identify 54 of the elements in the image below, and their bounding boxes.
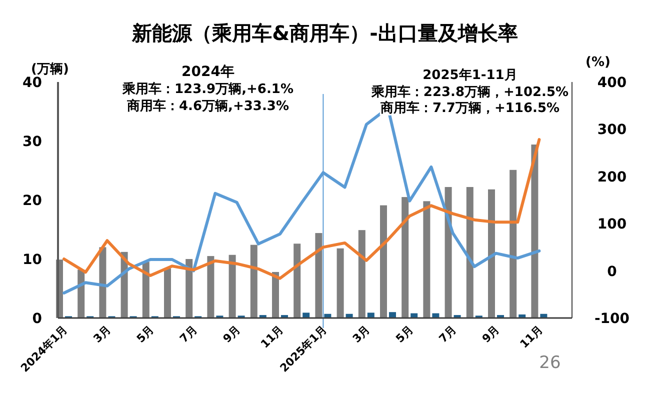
x-tick-label: 7月 xyxy=(177,322,200,346)
bar xyxy=(367,312,374,318)
bar xyxy=(336,248,344,318)
bar xyxy=(207,256,214,318)
bar xyxy=(250,244,258,318)
annotation: 2025年1-11月 xyxy=(422,68,518,83)
bar xyxy=(164,268,171,318)
y2-tick-label: -100 xyxy=(594,311,630,327)
annotation: 商用车：4.6万辆,+33.3% xyxy=(126,98,289,114)
x-tick-label: 9月 xyxy=(220,322,243,346)
text: 26 xyxy=(539,353,561,373)
x-tick-label: 3月 xyxy=(90,322,114,346)
y-tick-label: 20 xyxy=(22,193,42,209)
bar xyxy=(142,262,150,318)
y2-tick-label: 200 xyxy=(597,169,627,186)
chart-title: 新能源（乘用车&商用车）-出口量及增长率 xyxy=(131,21,518,45)
x-tick-label: 9月 xyxy=(480,322,502,346)
text: 2024年 xyxy=(182,64,234,80)
annotation: 乘用车：223.8万辆，+102.5% xyxy=(370,84,569,100)
y2-tick-label: 0 xyxy=(607,264,618,280)
bar xyxy=(488,189,495,318)
x-tick-label: 5月 xyxy=(393,322,416,346)
bar xyxy=(302,312,310,318)
bar xyxy=(402,197,409,318)
bar xyxy=(228,254,236,318)
x-tick-label: 11月 xyxy=(518,322,546,351)
bar xyxy=(294,244,301,318)
bar xyxy=(389,312,396,318)
y-axis-title: (万辆) xyxy=(31,62,69,77)
y2-tick-label: 400 xyxy=(597,75,627,91)
bar xyxy=(315,233,322,318)
bar xyxy=(466,187,474,318)
x-tick-label: 5月 xyxy=(134,322,157,346)
y2-axis-title: (%) xyxy=(586,55,610,70)
y2-tick-label: 300 xyxy=(597,122,627,138)
x-tick-label: 11月 xyxy=(258,322,286,351)
bar xyxy=(99,247,106,318)
x-tick-label: 3月 xyxy=(350,322,373,346)
bar xyxy=(531,144,538,318)
bar xyxy=(423,201,430,318)
bar xyxy=(380,205,387,318)
bar xyxy=(186,259,193,318)
annotation: 乘用车：123.9万辆,+6.1% xyxy=(121,81,294,97)
y-tick-label: 40 xyxy=(22,75,42,91)
bar xyxy=(358,230,366,318)
y-tick-label: 10 xyxy=(22,252,42,268)
bar xyxy=(272,272,279,318)
y-tick-label: 30 xyxy=(22,134,42,150)
x-tick-label: 7月 xyxy=(436,322,459,346)
bar xyxy=(510,170,517,318)
y2-tick-label: 100 xyxy=(597,216,627,233)
y-tick-label: 0 xyxy=(32,311,42,327)
line-series xyxy=(62,138,541,280)
bar xyxy=(444,187,452,318)
